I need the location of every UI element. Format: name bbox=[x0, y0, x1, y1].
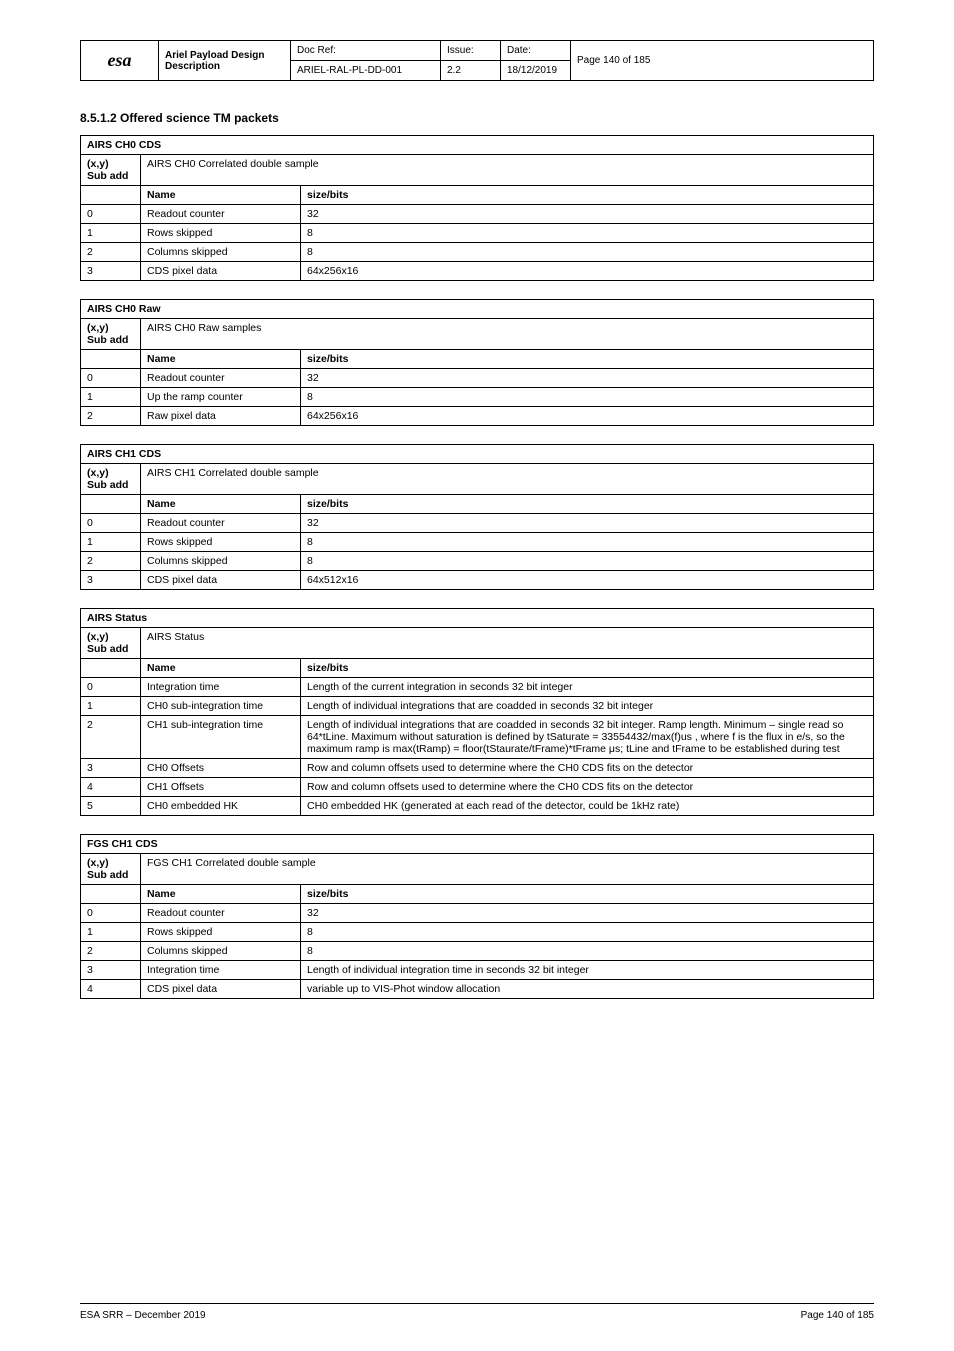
tm-title: FGS CH1 CDS bbox=[81, 835, 874, 854]
tm-id-header: (x,y)Sub add bbox=[81, 854, 141, 885]
date-label: Date: bbox=[501, 41, 571, 61]
table-row: 1Up the ramp counter8 bbox=[81, 388, 874, 407]
footer-right: Page 140 of 185 bbox=[801, 1310, 874, 1321]
ref-label: Doc Ref: bbox=[291, 41, 441, 61]
table-row: 3CDS pixel data64x512x16 bbox=[81, 571, 874, 590]
page-label: Page 140 of 185 bbox=[571, 41, 874, 81]
table-row: 2Raw pixel data64x256x16 bbox=[81, 407, 874, 426]
table-row: 2Columns skipped8 bbox=[81, 942, 874, 961]
table-row: 4CH1 OffsetsRow and column offsets used … bbox=[81, 778, 874, 797]
table-row: 0Integration timeLength of the current i… bbox=[81, 678, 874, 697]
footer-left: ESA SRR – December 2019 bbox=[80, 1310, 206, 1321]
tm-subtitle: FGS CH1 Correlated double sample bbox=[141, 854, 874, 885]
rev-label: Issue: bbox=[441, 41, 501, 61]
table-row: 0Readout counter32 bbox=[81, 369, 874, 388]
table-row: 3CH0 OffsetsRow and column offsets used … bbox=[81, 759, 874, 778]
tm-id-header: (x,y)Sub add bbox=[81, 319, 141, 350]
table-row: 2CH1 sub-integration timeLength of indiv… bbox=[81, 716, 874, 759]
table-row: 4CDS pixel datavariable up to VIS-Phot w… bbox=[81, 980, 874, 999]
tm-table: FGS CH1 CDS(x,y)Sub addFGS CH1 Correlate… bbox=[80, 834, 874, 999]
table-row: 2Columns skipped8 bbox=[81, 243, 874, 262]
table-row: 3Integration timeLength of individual in… bbox=[81, 961, 874, 980]
table-row: 1Rows skipped8 bbox=[81, 923, 874, 942]
doc-title: Ariel Payload Design Description bbox=[159, 41, 291, 81]
col-header: Name bbox=[141, 186, 301, 205]
ref-value: ARIEL-RAL-PL-DD-001 bbox=[291, 61, 441, 81]
table-row: 2Columns skipped8 bbox=[81, 552, 874, 571]
table-row: 0Readout counter32 bbox=[81, 205, 874, 224]
tm-title: AIRS CH0 CDS bbox=[81, 136, 874, 155]
section-heading: 8.5.1.2 Offered science TM packets bbox=[80, 111, 874, 125]
table-row: 0Readout counter32 bbox=[81, 904, 874, 923]
tm-table: AIRS CH0 CDS(x,y)Sub addAIRS CH0 Correla… bbox=[80, 135, 874, 281]
col-header: size/bits bbox=[301, 186, 874, 205]
table-row: 1Rows skipped8 bbox=[81, 533, 874, 552]
table-row: 1CH0 sub-integration timeLength of indiv… bbox=[81, 697, 874, 716]
tm-table: AIRS Status(x,y)Sub addAIRS StatusNamesi… bbox=[80, 608, 874, 816]
col-header: size/bits bbox=[301, 350, 874, 369]
tm-subtitle: AIRS Status bbox=[141, 628, 874, 659]
col-header: size/bits bbox=[301, 495, 874, 514]
tm-id-header: (x,y)Sub add bbox=[81, 464, 141, 495]
table-row: 5CH0 embedded HKCH0 embedded HK (generat… bbox=[81, 797, 874, 816]
logo-cell: esa bbox=[81, 41, 159, 81]
col-header: Name bbox=[141, 885, 301, 904]
table-row: 3CDS pixel data64x256x16 bbox=[81, 262, 874, 281]
tm-id-header: (x,y)Sub add bbox=[81, 155, 141, 186]
page-footer: ESA SRR – December 2019 Page 140 of 185 bbox=[80, 1303, 874, 1321]
table-row: 0Readout counter32 bbox=[81, 514, 874, 533]
col-header: size/bits bbox=[301, 885, 874, 904]
rev-value: 2.2 bbox=[441, 61, 501, 81]
col-header: size/bits bbox=[301, 659, 874, 678]
tm-table: AIRS CH0 Raw(x,y)Sub addAIRS CH0 Raw sam… bbox=[80, 299, 874, 426]
tm-subtitle: AIRS CH0 Correlated double sample bbox=[141, 155, 874, 186]
tm-subtitle: AIRS CH0 Raw samples bbox=[141, 319, 874, 350]
date-value: 18/12/2019 bbox=[501, 61, 571, 81]
col-header: Name bbox=[141, 659, 301, 678]
col-header: Name bbox=[141, 350, 301, 369]
document-header: esa Ariel Payload Design Description Doc… bbox=[80, 40, 874, 81]
col-header: Name bbox=[141, 495, 301, 514]
tm-title: AIRS CH1 CDS bbox=[81, 445, 874, 464]
tm-title: AIRS Status bbox=[81, 609, 874, 628]
tm-id-header: (x,y)Sub add bbox=[81, 628, 141, 659]
tm-table: AIRS CH1 CDS(x,y)Sub addAIRS CH1 Correla… bbox=[80, 444, 874, 590]
tm-title: AIRS CH0 Raw bbox=[81, 300, 874, 319]
table-row: 1Rows skipped8 bbox=[81, 224, 874, 243]
tm-subtitle: AIRS CH1 Correlated double sample bbox=[141, 464, 874, 495]
